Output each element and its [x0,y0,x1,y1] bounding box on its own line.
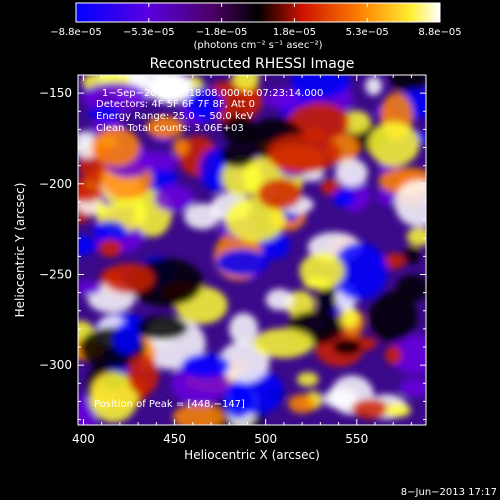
heatmap-blob [257,178,303,210]
heatmap-blob [332,339,362,356]
colorbar-tick-label: 8.8e−05 [418,27,461,38]
y-tick-label: −150 [39,86,72,100]
heatmap-blob [220,143,256,168]
heatmap-blob [342,110,371,134]
heatmap-blob [394,180,426,227]
heatmap-blob [186,87,224,122]
heatmap-blob [267,133,342,173]
x-axis-label: Heliocentric X (arcsec) [184,448,320,462]
y-axis-label: Heliocentric Y (arcsec) [13,183,27,318]
annotation-peak: Position of Peak = [448,−147] [94,399,245,410]
plot-frame [77,74,427,426]
heatmap-blob [153,184,195,213]
heatmap-blob [145,115,184,139]
heatmap-blob [320,178,341,196]
heatmap-blob [223,381,253,419]
colorbar-tick-label: −5.3e−05 [123,27,175,38]
heatmap-blob [335,158,368,187]
colorbar-tick-label: 1.8e−05 [273,27,316,38]
heatmap-blob [98,238,122,258]
heatmap-blob [112,321,141,355]
heatmap-blob [384,403,412,418]
peak-core [158,78,183,97]
colorbar-units: (photons cm⁻² s⁻¹ asec⁻²) [193,40,322,51]
x-tick-label: 500 [254,432,277,446]
annotation-time: 1−Sep−2012 07:18:08.000 to 07:23:14.000 [102,88,323,99]
heatmap-blob [181,353,230,378]
heatmap-blob [91,127,141,167]
y-tick-label: −300 [39,358,72,372]
heatmap-blob [215,249,269,276]
heatmap-blob [369,291,418,343]
heatmap-blob [406,227,426,247]
chart-title: Reconstructed RHESSI Image [150,56,355,72]
annotation-energy: Energy Range: 25.0 − 50.0 keV [96,111,253,122]
x-tick-label: 550 [345,432,368,446]
heatmap-blob [316,283,339,314]
heatmap-blob [225,197,286,243]
heatmap-blob [221,158,262,197]
heatmap-blob [331,242,388,300]
heatmap-blob [264,89,302,109]
colorbar-tick-labels: −8.8e−05 −5.3e−05 −1.8e−05 1.8e−05 5.3e−05 8.… [50,27,461,38]
colorbar-tick-label: −1.8e−05 [196,27,248,38]
x-tick-label: 450 [163,432,186,446]
heatmap-blob [384,346,402,365]
y-ticks: −150 −200 −250 −300 [39,86,426,421]
x-ticks: 400 450 500 550 [72,75,412,446]
footer-date: 8−Jun−2013 17:17 [401,487,497,498]
heatmap-blob [339,307,360,328]
heatmap-blob [89,372,138,423]
heatmap-blob [296,372,319,387]
heatmap-blob [299,252,345,290]
x-tick-label: 400 [72,432,95,446]
heatmap-blob [389,75,426,93]
heatmap-blob [322,388,358,409]
colorbar-tick-label: −8.8e−05 [50,27,102,38]
heatmap-blob [351,398,390,420]
heatmap-blob [252,328,314,359]
heatmap-blob [232,75,260,90]
heatmap-blob [184,203,221,230]
heatmap-blob [288,394,316,414]
heatmap-blob [88,105,121,121]
heatmap-blob [287,102,350,142]
heatmap-blob [403,245,421,265]
heatmap-blob [92,220,127,243]
heatmap-blob [78,281,102,296]
heatmap-blob [127,353,159,396]
heatmap-blob [390,334,426,375]
heatmap-blob [134,315,189,340]
heatmap-blob [78,185,102,203]
heatmap-blob [290,75,350,100]
plot-area [78,75,426,425]
heatmap-blob [368,121,420,167]
heatmap-blob [384,252,405,270]
annotation-detectors: Detectors: 4F 5F 6F 7F 8F, Att 0 [96,99,255,110]
heatmap-blob [399,378,426,398]
heatmap-blob [81,82,148,113]
heatmap-blob [228,312,259,345]
heatmap-blob [265,288,294,311]
heatmap-blob [172,403,225,425]
heatmap-blob [78,235,98,256]
heatmap-blob [103,263,155,294]
heatmap-blob [332,188,356,208]
y-tick-label: −200 [39,177,72,191]
heatmap-blob [365,76,383,96]
colorbar [75,2,441,23]
colorbar-tick-label: 5.3e−05 [346,27,389,38]
annotation-clean: Clean Total counts: 3.06E+03 [96,123,244,134]
y-tick-label: −250 [39,267,72,281]
colorbar-ticks [75,3,441,22]
heatmap-blob [218,340,270,383]
heatmap-blob [172,137,190,157]
